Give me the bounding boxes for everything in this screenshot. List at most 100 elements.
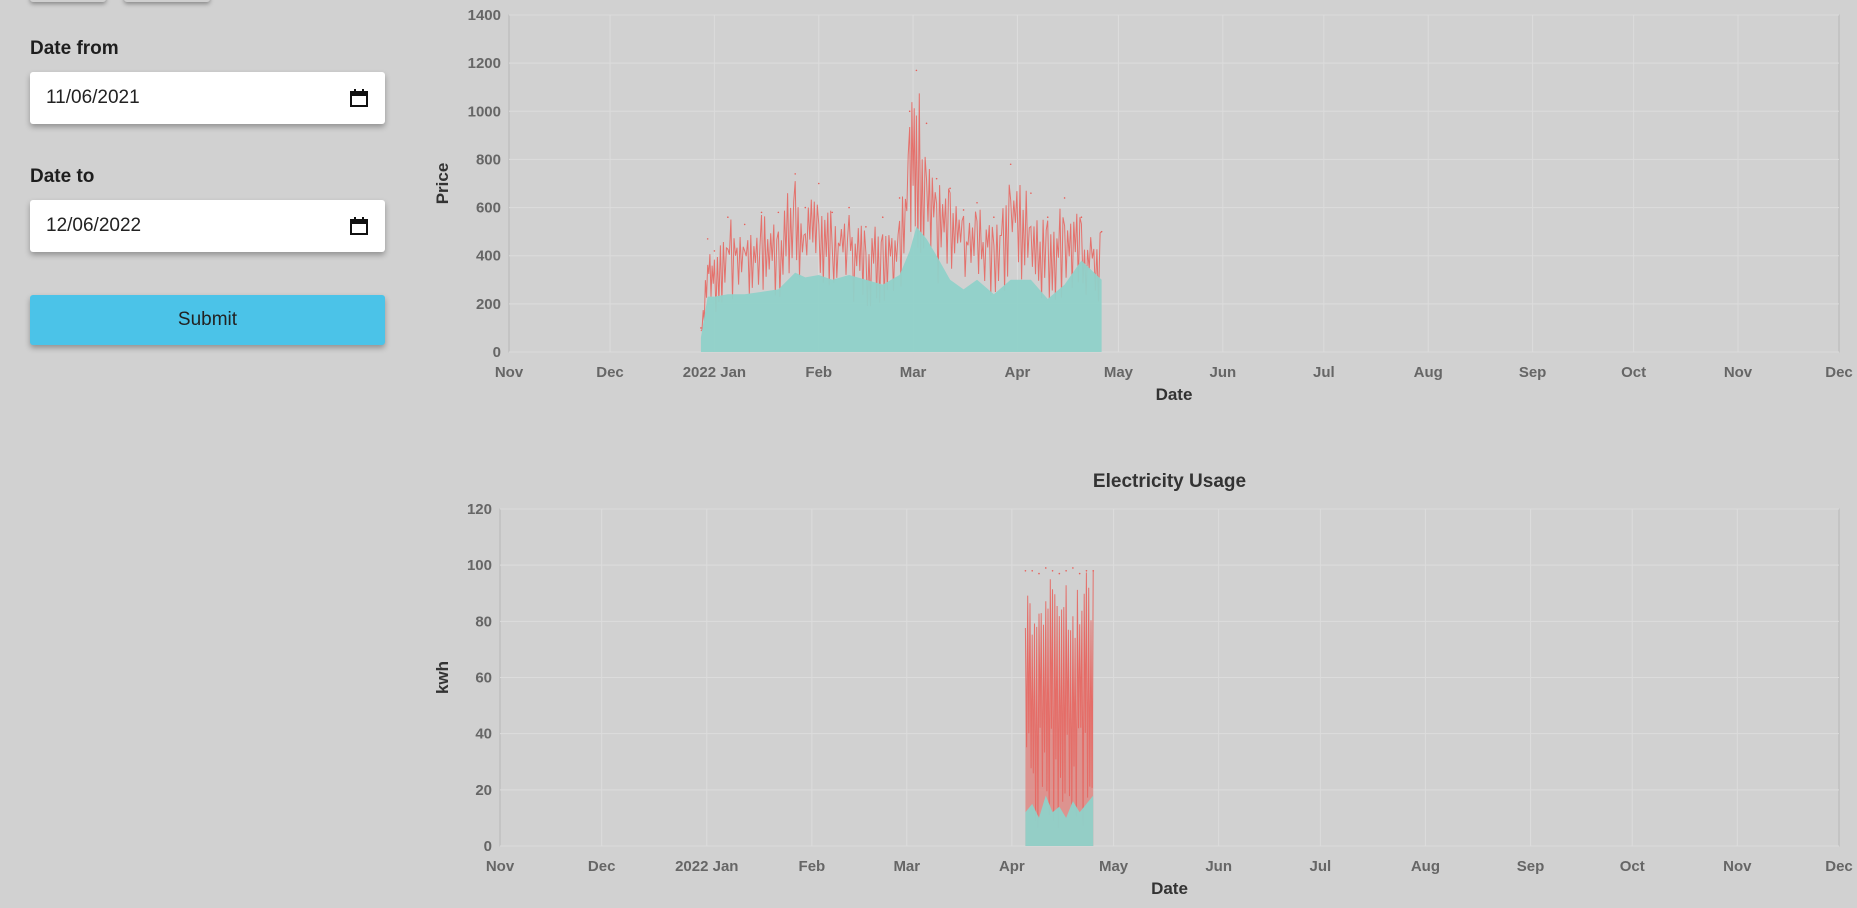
x-tick-label: May: [1104, 364, 1134, 381]
data-point: [1080, 216, 1083, 218]
data-point: [881, 216, 884, 218]
x-tick-label: Jul: [1310, 858, 1332, 875]
x-axis-label: Date: [1151, 879, 1188, 898]
series-red: [1024, 567, 1095, 846]
data-point: [962, 209, 965, 211]
data-point: [1030, 192, 1032, 194]
date-from-value: 11/06/2021: [46, 87, 140, 108]
date-from-label: Date from: [30, 38, 119, 59]
x-tick-label: 2022 Jan: [683, 364, 746, 381]
price-chart: 0 200 400 600 800 1000 1200 1400 Nov Dec 2022 Jan F…: [433, 7, 1853, 404]
x-tick-label: Nov: [486, 858, 515, 875]
y-tick-label: 0: [484, 838, 492, 855]
x-tick-label: Oct: [1621, 364, 1646, 381]
electricity-usage-chart: Electricity Usage 0 20 40 60 80 100 120 Nov Dec 20…: [433, 471, 1853, 898]
data-point: [908, 110, 911, 113]
data-point: [1085, 569, 1088, 572]
area-fill: [700, 226, 1102, 352]
data-point: [1031, 569, 1034, 572]
date-to-label: Date to: [30, 166, 95, 187]
y-tick-label: 40: [475, 726, 492, 743]
x-tick-label: Sep: [1517, 858, 1545, 875]
data-point: [727, 216, 729, 218]
data-point: [1046, 216, 1049, 218]
x-tick-label: Nov: [1724, 364, 1753, 381]
date-to-value: 12/06/2022: [46, 215, 142, 236]
series-teal: [700, 226, 1102, 352]
data-point: [993, 216, 995, 218]
submit-button[interactable]: Submit: [30, 295, 385, 345]
series-line: [1024, 570, 1094, 829]
data-point: [804, 206, 807, 209]
data-point: [1009, 163, 1012, 166]
date-from-field[interactable]: 11/06/2021: [30, 72, 385, 124]
y-tick-label: 1200: [468, 55, 501, 72]
x-tick-label: Nov: [495, 364, 524, 381]
x-tick-label: Mar: [900, 364, 927, 381]
data-point: [760, 211, 763, 214]
data-point: [1072, 567, 1074, 569]
x-tick-label: Mar: [893, 858, 920, 875]
data-point: [898, 197, 901, 199]
data-point: [865, 226, 867, 228]
date-to-field[interactable]: 12/06/2022: [30, 200, 385, 252]
top-button-2[interactable]: [124, 0, 210, 2]
data-point: [817, 182, 820, 185]
data-point: [794, 173, 797, 175]
calendar-icon[interactable]: [349, 216, 369, 236]
calendar-icon[interactable]: [349, 88, 369, 108]
data-point: [777, 211, 780, 214]
y-tick-label: 1400: [468, 7, 501, 24]
y-tick-label: 0: [493, 344, 501, 361]
y-axis-label: kwh: [433, 661, 452, 694]
y-tick-label: 80: [475, 613, 492, 630]
x-tick-label: Feb: [799, 858, 826, 875]
area-fill: [1025, 570, 1094, 846]
data-point: [1058, 572, 1061, 575]
x-tick-label: Feb: [805, 364, 832, 381]
series-line: [700, 93, 1102, 332]
data-point: [1044, 567, 1047, 569]
y-axis-label: Price: [433, 163, 452, 205]
data-point: [1024, 569, 1027, 572]
data-point: [1100, 230, 1103, 233]
x-tick-label: Dec: [588, 858, 616, 875]
x-tick-label: Aug: [1414, 364, 1443, 381]
y-tick-label: 600: [476, 200, 501, 217]
data-point: [915, 69, 918, 72]
x-tick-label: Apr: [999, 858, 1025, 875]
x-tick-label: Jun: [1205, 858, 1232, 875]
data-point: [700, 327, 702, 329]
x-tick-label: Dec: [596, 364, 624, 381]
x-tick-label: Jun: [1209, 364, 1236, 381]
data-point: [706, 238, 709, 240]
x-tick-label: May: [1099, 858, 1129, 875]
data-point: [1051, 569, 1054, 572]
x-tick-label: Oct: [1620, 858, 1645, 875]
x-tick-label: Dec: [1825, 858, 1853, 875]
y-tick-label: 60: [475, 670, 492, 687]
series-red: [700, 69, 1103, 332]
x-tick-label: Nov: [1723, 858, 1752, 875]
y-tick-label: 400: [476, 248, 501, 265]
data-point: [935, 177, 938, 180]
data-point: [831, 211, 834, 214]
x-tick-label: Dec: [1825, 364, 1853, 381]
y-tick-label: 20: [475, 782, 492, 799]
x-tick-label: Jul: [1313, 364, 1335, 381]
data-point: [1092, 569, 1095, 572]
data-point: [1065, 569, 1067, 572]
top-button-1[interactable]: [30, 0, 106, 2]
x-tick-label: Aug: [1411, 858, 1440, 875]
data-point: [949, 187, 951, 190]
x-tick-label: Apr: [1005, 364, 1031, 381]
x-tick-label: 2022 Jan: [675, 858, 738, 875]
y-tick-label: 200: [476, 296, 501, 313]
y-tick-label: 1000: [468, 103, 501, 120]
y-tick-label: 800: [476, 151, 501, 168]
data-point: [743, 223, 746, 226]
data-point: [1078, 572, 1081, 575]
data-point: [1038, 572, 1040, 575]
series-teal: [1025, 795, 1094, 846]
x-axis-label: Date: [1156, 385, 1193, 404]
